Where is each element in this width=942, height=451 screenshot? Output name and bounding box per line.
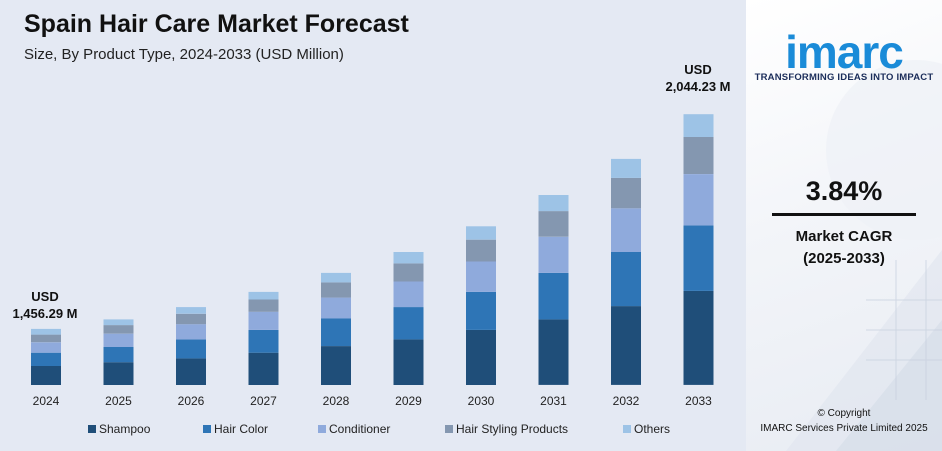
bar-segment-2025-conditioner [103, 333, 134, 347]
end-annotation-unit: USD [684, 62, 711, 77]
bar-segment-2030-conditioner [466, 261, 496, 292]
x-tick-label: 2032 [613, 394, 640, 408]
start-annotation-value: 1,456.29 M [12, 306, 77, 321]
end-annotation-value: 2,044.23 M [665, 79, 730, 94]
bar-segment-2032-hair-styling-products [611, 177, 641, 209]
bar-segment-2031-hair-styling-products [538, 211, 569, 237]
cagr-value: 3.84% [805, 176, 883, 206]
x-tick-label: 2025 [105, 394, 132, 408]
brand-tagline: TRANSFORMING IDEAS INTO IMPACT [754, 72, 934, 83]
bar-segment-2029-conditioner [393, 281, 424, 307]
x-tick-label: 2029 [395, 394, 422, 408]
bar-segment-2028-hair-styling-products [321, 282, 351, 298]
bar-segment-2025-hair-color [103, 347, 134, 363]
cagr-label: Market CAGR (2025-2033) [746, 226, 942, 270]
bar-segment-2032-hair-color [611, 252, 641, 307]
legend-swatch [445, 425, 453, 433]
chart-panel: 2024 2025 2026 2027 2028 2029 2030 2031 2032 2033… [12, 10, 731, 436]
x-axis-ticks: 2024 2025 2026 2027 2028 2029 2030 2031 2032 2033 [33, 394, 713, 408]
bar-segment-2024-shampoo [31, 366, 61, 385]
bar-segment-2028-others [321, 272, 351, 283]
bar-segment-2030-hair-color [466, 291, 496, 330]
side-panel: imarc TRANSFORMING IDEAS INTO IMPACT 3.8… [746, 0, 942, 451]
bar-segment-2026-hair-color [176, 339, 206, 359]
bar-segment-2029-hair-styling-products [393, 263, 424, 282]
x-tick-label: 2026 [178, 394, 205, 408]
logo-text: imarc [785, 26, 904, 78]
bar-segment-2024-hair-color [31, 352, 61, 366]
cagr-label-line2: (2025-2033) [803, 250, 885, 267]
bar-segment-2031-hair-color [538, 272, 569, 320]
bar-segment-2027-hair-styling-products [248, 299, 279, 312]
bar-segment-2027-shampoo [248, 352, 279, 385]
legend: Shampoo Hair Color Conditioner Hair Styling… [88, 422, 670, 436]
chart-title: Spain Hair Care Market Forecast [24, 10, 409, 38]
bar-segment-2028-conditioner [321, 297, 351, 319]
bar-segment-2029-others [393, 252, 424, 264]
legend-label: Shampoo [99, 422, 151, 436]
start-annotation-unit: USD [31, 289, 58, 304]
bar-segment-2033-hair-color [683, 225, 714, 291]
cagr-label-line1: Market CAGR [795, 228, 893, 245]
bar-segment-2029-shampoo [393, 339, 424, 385]
bar-segment-2029-hair-color [393, 307, 424, 340]
bar-segment-2024-hair-styling-products [31, 334, 61, 343]
bar-segment-2033-others [683, 114, 714, 137]
legend-item-conditioner: Conditioner [318, 422, 390, 436]
bar-segment-2033-hair-styling-products [683, 137, 714, 174]
bar-segment-2027-hair-color [248, 329, 279, 353]
imarc-logo: imarc [746, 29, 942, 75]
bar-segment-2025-hair-styling-products [103, 325, 134, 334]
bar-segment-2027-others [248, 291, 279, 300]
legend-swatch [88, 425, 96, 433]
legend-label: Conditioner [329, 422, 390, 436]
bar-segment-2026-others [176, 307, 206, 314]
legend-swatch [203, 425, 211, 433]
bar-segment-2028-hair-color [321, 318, 351, 346]
legend-item-shampoo: Shampoo [88, 422, 151, 436]
x-tick-label: 2030 [468, 394, 495, 408]
bar-segment-2025-shampoo [103, 362, 134, 385]
bar-segment-2031-conditioner [538, 236, 569, 273]
bar-segment-2027-conditioner [248, 311, 279, 330]
bar-segment-2030-others [466, 226, 496, 240]
bar-segment-2030-hair-styling-products [466, 239, 496, 262]
bar-segment-2030-shampoo [466, 329, 496, 385]
bar-segment-2032-conditioner [611, 208, 641, 252]
legend-label: Hair Styling Products [456, 422, 568, 436]
copyright: © Copyright IMARC Services Private Limit… [746, 406, 942, 436]
bar-segment-2032-shampoo [611, 306, 641, 385]
cagr-divider [772, 213, 916, 216]
x-tick-label: 2024 [33, 394, 60, 408]
x-tick-label: 2028 [323, 394, 350, 408]
legend-label: Hair Color [214, 422, 268, 436]
bar-segment-2025-others [103, 319, 134, 326]
x-tick-label: 2033 [685, 394, 712, 408]
x-tick-label: 2027 [250, 394, 277, 408]
bar-segment-2028-shampoo [321, 346, 351, 385]
legend-item-hair-styling-products: Hair Styling Products [445, 422, 568, 436]
bar-segment-2031-shampoo [538, 319, 569, 385]
bar-segment-2032-others [611, 158, 641, 178]
bar-segment-2033-conditioner [683, 174, 714, 226]
legend-swatch [623, 425, 631, 433]
bar-segment-2031-others [538, 195, 569, 212]
bar-segment-2026-conditioner [176, 324, 206, 340]
bar-segment-2026-shampoo [176, 358, 206, 385]
copyright-line1: © Copyright [817, 408, 871, 419]
background-decoration [786, 60, 942, 451]
legend-label: Others [634, 422, 670, 436]
legend-swatch [318, 425, 326, 433]
stacked-bar-chart: 2024 2025 2026 2027 2028 2029 2030 2031 2032 2033… [12, 62, 730, 436]
x-tick-label: 2031 [540, 394, 567, 408]
copyright-line2: IMARC Services Private Limited 2025 [760, 423, 928, 434]
legend-item-others: Others [623, 422, 670, 436]
legend-item-hair-color: Hair Color [203, 422, 268, 436]
bar-segment-2024-others [31, 328, 61, 335]
bar-segment-2024-conditioner [31, 342, 61, 353]
chart-subtitle: Size, By Product Type, 2024-2033 (USD Mi… [24, 46, 344, 63]
bars-layer [31, 114, 714, 385]
bar-segment-2026-hair-styling-products [176, 313, 206, 325]
bar-segment-2033-shampoo [683, 290, 714, 385]
